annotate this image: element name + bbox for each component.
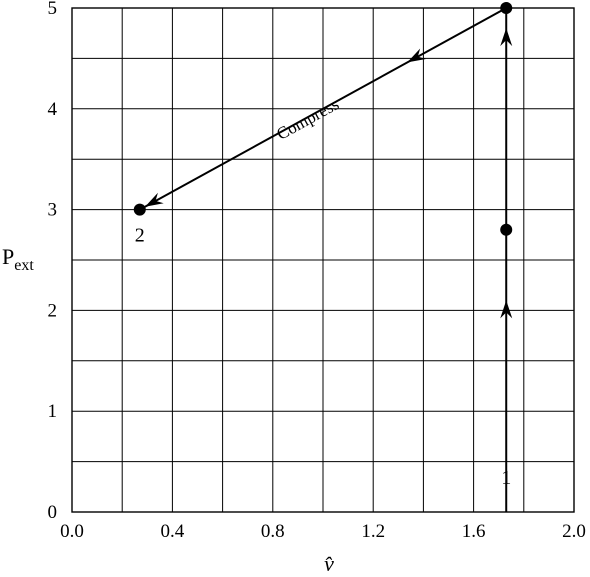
plot-frame: [71, 7, 575, 513]
y-tick-labels: 0 1 2 3 4 5: [48, 0, 58, 523]
x-tick-label: 1.2: [361, 521, 385, 542]
data-point-mid: [500, 223, 513, 236]
y-axis-label-subscript: ext: [14, 257, 34, 274]
y-tick-label: 2: [48, 300, 58, 321]
grid: [72, 8, 574, 512]
x-axis-label: v̂: [324, 551, 334, 576]
arrow-compress-end-icon: [145, 192, 164, 207]
compress-path-line: [139, 7, 507, 211]
point-2-label: 2: [135, 225, 145, 247]
y-tick-label: 5: [48, 0, 58, 19]
arrow-compress-mid-icon: [407, 48, 426, 63]
x-tick-label: 0.8: [261, 521, 285, 542]
y-axis-label: Pext: [2, 244, 34, 274]
data-point-top: [500, 2, 513, 14]
arrow-up-upper-icon: [500, 28, 513, 47]
x-tick-label: 2.0: [562, 521, 586, 542]
x-tick-label: 1.6: [462, 521, 486, 542]
y-tick-label: 1: [48, 401, 58, 422]
y-axis-label-main: P: [2, 244, 14, 269]
y-tick-label: 3: [48, 200, 58, 221]
y-tick-label: 4: [48, 99, 58, 120]
x-tick-label: 0.0: [60, 521, 84, 542]
data-point-2: [133, 203, 146, 216]
x-tick-labels: 0.0 0.4 0.8 1.2 1.6 2.0: [60, 521, 586, 542]
point-1-label: 1: [501, 467, 511, 489]
x-tick-label: 0.4: [161, 521, 185, 542]
arrow-up-lower-icon: [500, 300, 513, 319]
y-tick-label: 0: [48, 502, 58, 523]
compress-annotation: Compress: [273, 94, 342, 143]
